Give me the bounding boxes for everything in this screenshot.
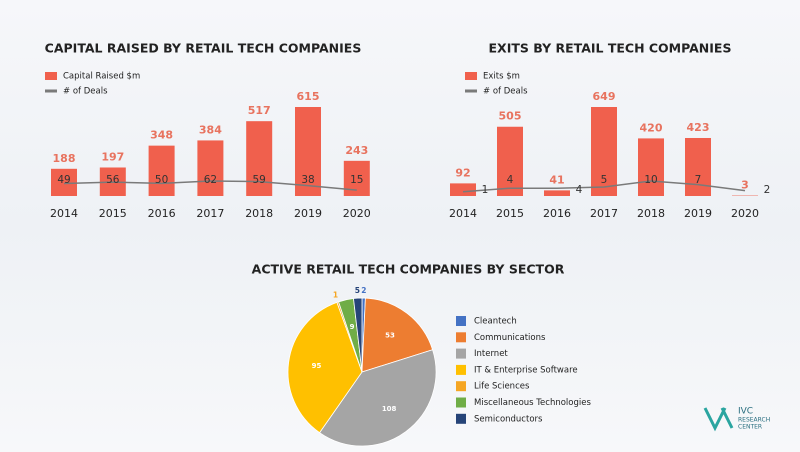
deals-label: 49 <box>57 174 70 186</box>
x-tick-label: 2018 <box>245 207 273 220</box>
legend-swatch <box>456 381 466 392</box>
deals-label: 38 <box>301 174 314 186</box>
logo-name: IVC <box>738 407 753 417</box>
pie-slice <box>319 349 437 447</box>
pie-label: 9 <box>350 323 355 331</box>
logo-line: CENTER <box>738 424 762 431</box>
x-tick-label: 2019 <box>684 207 712 220</box>
legend-swatch <box>456 348 466 359</box>
pie-slice <box>361 297 434 373</box>
legend-label: Exits $m <box>483 72 520 82</box>
legend-swatch <box>456 397 466 408</box>
pie-label: 5 <box>355 286 360 295</box>
x-tick-label: 2016 <box>543 207 571 220</box>
bar <box>544 190 570 196</box>
bar <box>450 183 476 196</box>
bar <box>51 168 77 196</box>
pie-label: 1 <box>333 290 338 299</box>
x-tick-label: 2020 <box>343 207 371 220</box>
bar-value-label: 243 <box>345 144 368 157</box>
bar-value-label: 615 <box>297 90 320 103</box>
deals-label: 50 <box>155 174 168 186</box>
bar <box>197 140 224 196</box>
legend-swatch <box>465 89 477 93</box>
legend-label: Communications <box>474 333 546 343</box>
deals-label: 2 <box>764 184 771 196</box>
logo-mark <box>703 407 734 432</box>
bar-value-label: 517 <box>248 104 271 117</box>
bar-value-label: 348 <box>150 129 173 142</box>
bar-value-label: 423 <box>687 121 710 134</box>
x-tick-label: 2017 <box>590 207 618 220</box>
deals-label: 15 <box>350 174 363 186</box>
pie-slice <box>353 297 363 373</box>
deals-line <box>63 180 357 191</box>
x-tick-label: 2015 <box>496 207 524 220</box>
deals-label: 1 <box>482 184 489 196</box>
legend-swatch <box>456 332 466 343</box>
logo-line: RESEARCH <box>738 417 770 424</box>
legend-label: Semiconductors <box>474 414 543 424</box>
x-tick-label: 2020 <box>731 207 759 220</box>
bar-value-label: 188 <box>53 152 76 165</box>
chart-title: CAPITAL RAISED BY RETAIL TECH COMPANIES <box>45 41 362 56</box>
x-tick-label: 2017 <box>196 207 224 220</box>
x-tick-label: 2014 <box>50 207 78 220</box>
deals-line <box>462 180 746 193</box>
bar-value-label: 197 <box>101 150 124 163</box>
legend-swatch <box>456 413 466 424</box>
legend-swatch <box>45 89 57 93</box>
pie-label: 108 <box>382 405 397 413</box>
legend-label: Life Sciences <box>474 382 530 392</box>
bar <box>591 107 617 196</box>
deals-label: 62 <box>204 174 217 186</box>
deals-label: 56 <box>106 174 120 186</box>
bar <box>148 145 175 196</box>
deals-label: 10 <box>644 174 657 186</box>
deals-label: 7 <box>695 174 702 186</box>
legend-swatch <box>456 364 466 375</box>
pie-label: 95 <box>312 362 322 370</box>
bar-value-label: 92 <box>455 166 470 179</box>
legend-label: Capital Raised $m <box>63 72 140 82</box>
bar <box>685 137 711 196</box>
legend-swatch <box>456 316 466 326</box>
x-tick-label: 2016 <box>148 207 176 220</box>
legend-label: # of Deals <box>483 87 528 97</box>
bar <box>295 107 321 196</box>
deals-label: 4 <box>576 184 583 196</box>
legend-label: Cleantech <box>474 317 517 327</box>
x-tick-label: 2015 <box>99 207 127 220</box>
pie-slice <box>287 301 363 434</box>
logo: IVC RESEARCH CENTER <box>703 407 770 432</box>
bar-value-label: 649 <box>593 90 616 103</box>
bar <box>343 160 370 196</box>
deals-label: 4 <box>507 174 514 186</box>
chart-title: ACTIVE RETAIL TECH COMPANIES BY SECTOR <box>252 262 565 277</box>
legend-swatch <box>465 72 477 80</box>
chart-title: EXITS BY RETAIL TECH COMPANIES <box>489 41 732 56</box>
pie-label: 2 <box>361 286 366 295</box>
bar-value-label: 505 <box>499 110 522 123</box>
bar-value-label: 384 <box>199 123 222 136</box>
deals-label: 5 <box>601 174 608 186</box>
bar-value-label: 420 <box>640 121 663 134</box>
legend-label: Internet <box>474 349 508 359</box>
x-tick-label: 2018 <box>637 207 665 220</box>
bar <box>497 126 523 196</box>
bar <box>638 138 664 196</box>
x-tick-label: 2019 <box>294 207 322 220</box>
legend-label: Miscellaneous Technologies <box>474 398 591 408</box>
deals-label: 59 <box>253 174 266 186</box>
legend-label: # of Deals <box>63 87 108 97</box>
legend-swatch <box>45 72 57 80</box>
bar-value-label: 3 <box>741 179 749 192</box>
legend-label: IT & Enterprise Software <box>474 365 578 375</box>
bar <box>246 121 273 196</box>
x-tick-label: 2014 <box>449 207 477 220</box>
pie-label: 53 <box>385 332 395 340</box>
bar-value-label: 41 <box>549 173 564 186</box>
